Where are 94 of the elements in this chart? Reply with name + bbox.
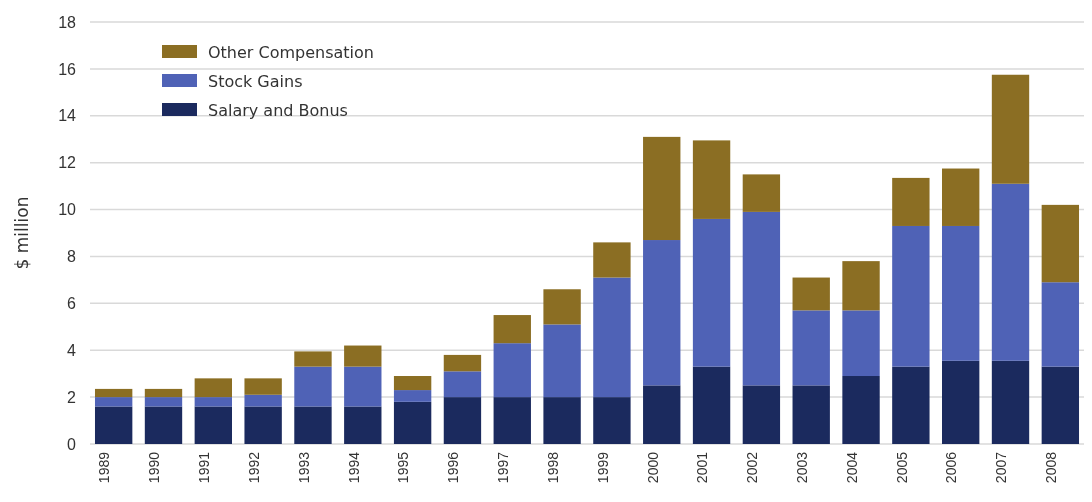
x-tick-label: 1990 [146,451,163,484]
y-tick-label: 6 [67,294,77,312]
bar [543,289,581,325]
bar [194,406,232,444]
bar [94,388,133,398]
bar [543,397,581,444]
bar [792,385,830,444]
y-tick-label: 18 [58,13,77,31]
bar [742,211,781,386]
bar [842,310,880,377]
bar [643,240,681,386]
x-tick-label: 1995 [395,451,412,484]
x-tick-label: 1989 [96,451,113,484]
bar [493,397,531,444]
bar [1041,282,1080,367]
bar [344,366,382,407]
bar [393,376,432,391]
bar [443,371,482,398]
bar [393,390,432,402]
legend-label: Stock Gains [208,71,303,91]
y-axis-title: $ million [12,196,32,270]
x-tick-label: 2001 [694,451,711,484]
x-tick-label: 2005 [893,451,910,484]
y-tick-label: 10 [58,201,77,219]
bar [294,351,332,367]
x-tick-label: 2003 [794,451,811,484]
x-tick-label: 1994 [345,451,362,484]
x-tick-label: 2008 [1043,451,1060,484]
bar [692,140,731,219]
x-tick-label: 1999 [594,451,611,484]
x-tick-label: 2007 [993,451,1010,484]
bar [643,136,681,241]
bar [194,378,232,398]
bar [543,324,581,398]
x-tick-label: 1991 [196,451,213,484]
y-tick-label: 16 [58,60,77,78]
bar [344,345,382,367]
legend-label: Salary and Bonus [208,100,348,120]
y-tick-label: 14 [58,107,77,125]
y-tick-label: 4 [67,341,77,359]
bar [991,74,1030,184]
bar [792,310,830,386]
bar [493,343,531,398]
x-tick-label: 1997 [495,451,512,484]
x-tick-label: 1996 [445,451,462,484]
bar [842,376,880,444]
bar [742,385,781,444]
x-tick-label: 1992 [245,451,262,484]
bar [194,397,232,407]
bar [294,366,332,407]
y-tick-label: 2 [67,388,77,406]
bar [94,397,133,407]
bar [244,406,282,444]
bar [792,277,830,311]
bar [144,388,183,398]
bar [144,397,183,407]
bar [643,385,681,444]
bar [244,394,282,407]
bar [892,177,930,226]
bar [94,406,133,444]
bar [493,315,531,344]
y-tick-label: 8 [67,248,77,266]
bar [742,174,781,212]
bar [593,277,631,398]
bar [692,218,731,367]
bar [443,354,482,372]
bar [991,183,1030,361]
bar [294,406,332,444]
bar [942,360,980,444]
x-tick-label: 2002 [744,451,761,484]
bar [144,406,183,444]
x-tick-label: 2000 [644,451,661,484]
bar [942,225,980,361]
bar [1041,366,1080,444]
bar [1041,204,1080,283]
bar [892,366,930,444]
bar [393,401,432,444]
x-tick-label: 2004 [843,451,860,484]
y-tick-label: 12 [58,154,77,172]
x-tick-label: 1998 [544,451,561,484]
bar [842,261,880,311]
x-tick-label: 1993 [295,451,312,484]
bar [443,397,482,444]
bar [593,242,631,278]
bar [593,397,631,444]
bar [892,225,930,367]
bar [991,360,1030,444]
bar [692,366,731,444]
legend-label: Other Compensation [208,42,374,62]
bar [942,168,980,226]
bar [244,378,282,395]
bar [344,406,382,444]
y-tick-label: 0 [67,435,77,453]
x-tick-label: 2006 [943,451,960,484]
